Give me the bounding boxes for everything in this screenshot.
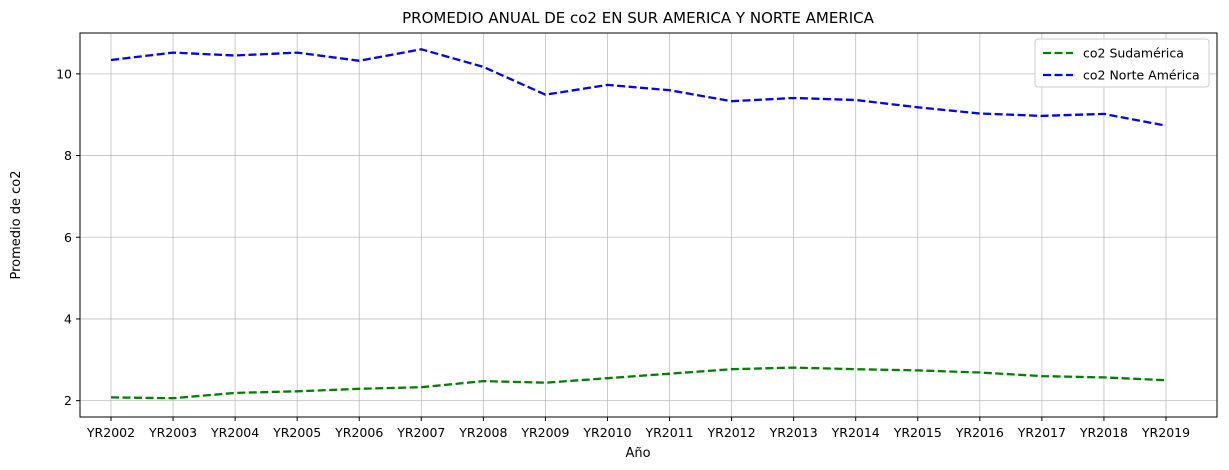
legend-entry-label: co2 Norte América: [1083, 68, 1200, 83]
x-tick-label: YR2016: [955, 425, 1004, 440]
y-tick-label: 10: [56, 66, 72, 81]
x-tick-label: YR2009: [520, 425, 569, 440]
series-line-0: [110, 366, 1167, 400]
series-line-1: [110, 48, 1167, 127]
x-axis: YR2002 YR2003 YR2004 YR2005 YR2006 YR2007 YR20…: [86, 417, 1190, 440]
legend: co2 Sudamérica co2 Norte América: [1034, 38, 1210, 88]
grid: [80, 33, 1217, 417]
x-tick-label: YR2003: [148, 425, 197, 440]
x-tick-label: YR2002: [86, 425, 135, 440]
chart-title: PROMEDIO ANUAL DE co2 EN SUR AMERICA Y N…: [402, 9, 875, 27]
legend-entry-label: co2 Sudamérica: [1083, 46, 1184, 61]
x-tick-label: YR2006: [334, 425, 383, 440]
x-tick-label: YR2010: [582, 425, 631, 440]
x-tick-label: YR2008: [458, 425, 507, 440]
x-tick-label: YR2015: [893, 425, 942, 440]
x-tick-label: YR2007: [396, 425, 445, 440]
legend-box: [1034, 38, 1210, 88]
x-tick-label: YR2017: [1017, 425, 1066, 440]
plot-frame: [79, 32, 1218, 418]
x-tick-label: YR2019: [1141, 425, 1190, 440]
y-tick-label: 4: [64, 311, 72, 326]
y-tick-label: 6: [64, 230, 72, 245]
x-axis-label: Año: [625, 446, 650, 461]
x-tick-label: YR2012: [707, 425, 756, 440]
x-tick-label: YR2018: [1079, 425, 1128, 440]
x-tick-label: YR2013: [769, 425, 818, 440]
y-tick-label: 8: [64, 148, 72, 163]
y-axis: 2 4 6 8 10: [56, 66, 80, 408]
x-tick-label: YR2004: [210, 425, 259, 440]
y-axis-label: Promedio de co2: [9, 171, 24, 280]
series-lines: [110, 48, 1167, 400]
x-tick-label: YR2005: [272, 425, 321, 440]
y-tick-label: 2: [64, 393, 72, 408]
x-tick-label: YR2011: [644, 425, 693, 440]
x-tick-label: YR2014: [831, 425, 880, 440]
